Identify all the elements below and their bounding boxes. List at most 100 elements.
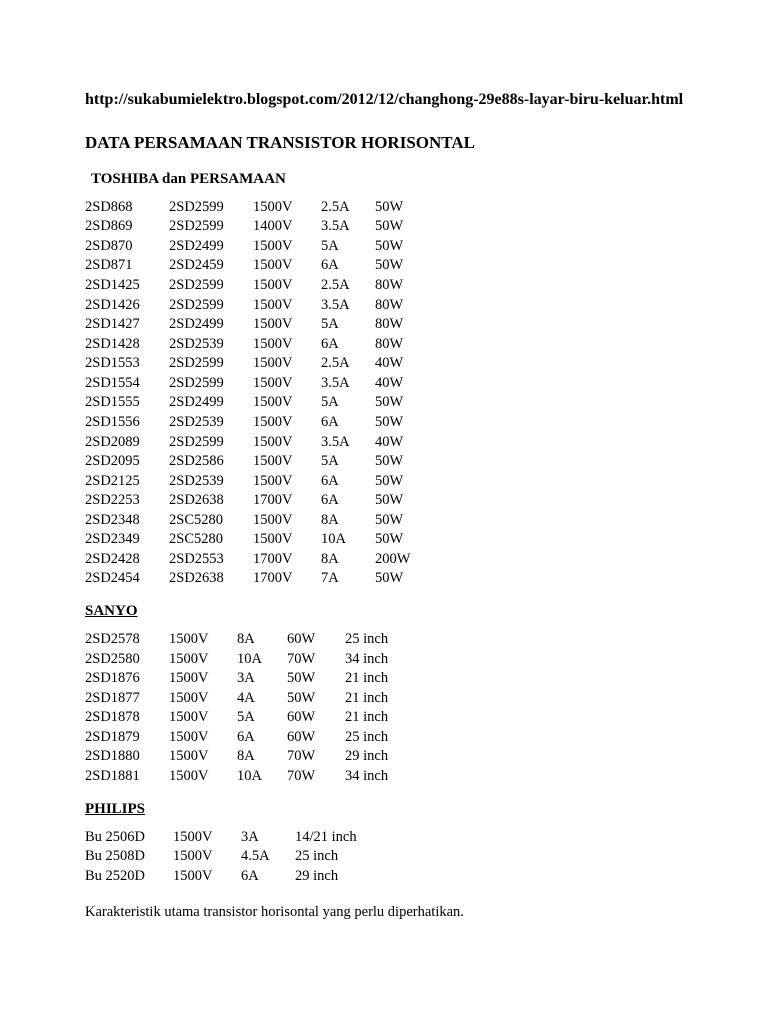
section-heading-philips: PHILIPS — [85, 801, 708, 818]
table-cell: 2SD2499 — [169, 393, 253, 413]
table-cell: 80W — [375, 276, 441, 296]
table-row: 2SD20952SD25861500V5A50W — [85, 452, 441, 472]
table-cell: 2.5A — [321, 354, 375, 374]
table-row: 2SD25801500V10A70W34 inch — [85, 650, 421, 670]
table-cell: 2SD1880 — [85, 747, 169, 767]
table-cell: 1500V — [253, 472, 321, 492]
table-cell: 1500V — [169, 650, 237, 670]
table-cell: 40W — [375, 354, 441, 374]
table-cell: 2.5A — [321, 198, 375, 218]
table-cell: 8A — [321, 550, 375, 570]
table-cell: 60W — [287, 630, 345, 650]
table-cell: 8A — [237, 630, 287, 650]
table-cell: 6A — [241, 867, 295, 887]
table-cell: 10A — [321, 530, 375, 550]
table-row: 2SD21252SD25391500V6A50W — [85, 472, 441, 492]
table-row: 2SD14262SD25991500V3.5A80W — [85, 296, 441, 316]
table-row: 2SD14272SD24991500V5A80W — [85, 315, 441, 335]
table-row: 2SD8682SD25991500V2.5A50W — [85, 198, 441, 218]
table-cell: 2SD2638 — [169, 491, 253, 511]
table-cell: 1700V — [253, 491, 321, 511]
table-cell: 2SD869 — [85, 217, 169, 237]
table-cell: 200W — [375, 550, 441, 570]
table-row: 2SD24282SD25531700V8A200W — [85, 550, 441, 570]
table-cell: 2SD2089 — [85, 433, 169, 453]
table-cell: Bu 2506D — [85, 828, 173, 848]
table-cell: 2SD1427 — [85, 315, 169, 335]
sanyo-table: 2SD25781500V8A60W25 inch2SD25801500V10A7… — [85, 630, 421, 787]
table-row: 2SD14282SD25391500V6A80W — [85, 335, 441, 355]
table-cell: 2SD2599 — [169, 296, 253, 316]
table-row: 2SD18801500V8A70W29 inch — [85, 747, 421, 767]
table-cell: 2SD1425 — [85, 276, 169, 296]
table-cell: 6A — [237, 728, 287, 748]
table-cell: 2SD2599 — [169, 276, 253, 296]
table-cell: 40W — [375, 374, 441, 394]
table-cell: 50W — [287, 689, 345, 709]
table-cell: 2SD2553 — [169, 550, 253, 570]
table-row: 2SD8702SD24991500V5A50W — [85, 237, 441, 257]
table-row: 2SD15542SD25991500V3.5A40W — [85, 374, 441, 394]
table-cell: 1500V — [253, 335, 321, 355]
table-cell: 2SD2428 — [85, 550, 169, 570]
table-cell: 1700V — [253, 569, 321, 589]
table-cell: 2SD1428 — [85, 335, 169, 355]
table-row: Bu 2506D1500V3A14/21 inch — [85, 828, 391, 848]
table-row: 2SD18811500V10A70W34 inch — [85, 767, 421, 787]
table-cell: 8A — [237, 747, 287, 767]
table-cell: 8A — [321, 511, 375, 531]
table-cell: 70W — [287, 767, 345, 787]
table-cell: 2SD2599 — [169, 354, 253, 374]
table-cell: 3.5A — [321, 296, 375, 316]
table-cell: 21 inch — [345, 669, 421, 689]
table-cell: 2SD2599 — [169, 374, 253, 394]
table-cell: 3.5A — [321, 433, 375, 453]
table-cell: 50W — [375, 569, 441, 589]
table-cell: 1500V — [253, 433, 321, 453]
table-cell: 2SD1879 — [85, 728, 169, 748]
table-cell: 60W — [287, 728, 345, 748]
table-cell: 1500V — [169, 728, 237, 748]
table-cell: 2SD2349 — [85, 530, 169, 550]
table-cell: 70W — [287, 650, 345, 670]
table-cell: 2SD1881 — [85, 767, 169, 787]
table-cell: 1500V — [169, 689, 237, 709]
table-cell: 1500V — [253, 296, 321, 316]
table-cell: 34 inch — [345, 767, 421, 787]
table-cell: 2SD1553 — [85, 354, 169, 374]
table-cell: 6A — [321, 413, 375, 433]
table-cell: 1500V — [169, 767, 237, 787]
table-cell: 6A — [321, 491, 375, 511]
table-cell: 2SD2095 — [85, 452, 169, 472]
table-cell: 25 inch — [345, 630, 421, 650]
table-cell: 1500V — [253, 530, 321, 550]
table-cell: 1500V — [253, 198, 321, 218]
table-cell: 5A — [321, 393, 375, 413]
table-cell: 2SD2348 — [85, 511, 169, 531]
table-cell: 2SD2459 — [169, 256, 253, 276]
table-cell: 1500V — [173, 828, 241, 848]
table-row: 2SD18771500V4A50W21 inch — [85, 689, 421, 709]
table-cell: 34 inch — [345, 650, 421, 670]
table-cell: 2SD868 — [85, 198, 169, 218]
table-row: 2SD23492SC52801500V10A50W — [85, 530, 441, 550]
table-cell: 70W — [287, 747, 345, 767]
table-cell: 3.5A — [321, 374, 375, 394]
table-cell: 2SD2454 — [85, 569, 169, 589]
table-cell: 50W — [375, 491, 441, 511]
table-cell: 2SC5280 — [169, 511, 253, 531]
philips-table: Bu 2506D1500V3A14/21 inchBu 2508D1500V4.… — [85, 828, 391, 887]
table-cell: 5A — [321, 315, 375, 335]
section-heading-toshiba: TOSHIBA dan PERSAMAAN — [85, 171, 708, 188]
table-cell: 2SD871 — [85, 256, 169, 276]
table-cell: 2SD2578 — [85, 630, 169, 650]
document-page: http://sukabumielektro.blogspot.com/2012… — [0, 0, 768, 961]
table-cell: 4A — [237, 689, 287, 709]
table-cell: 10A — [237, 767, 287, 787]
table-row: 2SD15552SD24991500V5A50W — [85, 393, 441, 413]
table-cell: 1500V — [253, 315, 321, 335]
table-cell: 2SD2539 — [169, 335, 253, 355]
table-cell: 2SD2125 — [85, 472, 169, 492]
table-cell: 6A — [321, 335, 375, 355]
source-url: http://sukabumielektro.blogspot.com/2012… — [85, 90, 708, 111]
